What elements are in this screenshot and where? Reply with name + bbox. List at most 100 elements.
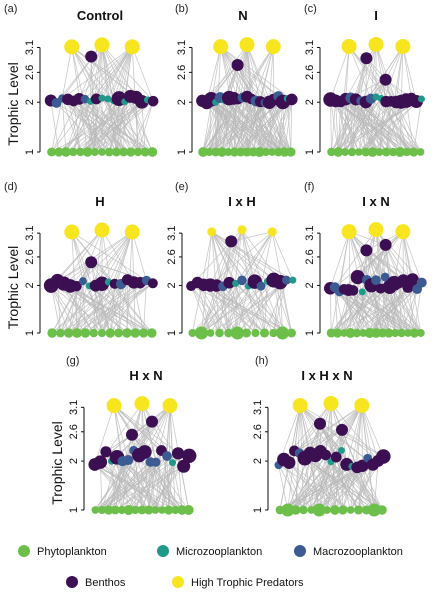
macrozooplankton-node xyxy=(151,457,161,467)
food-web-link xyxy=(228,97,285,153)
benthos-node xyxy=(231,59,244,72)
food-web-link xyxy=(78,98,139,153)
macrozooplankton-node xyxy=(380,272,390,282)
food-web-link xyxy=(345,98,414,153)
food-web-link xyxy=(303,423,321,511)
legend-item-benthos: Benthos xyxy=(66,576,126,589)
phytoplankton-node xyxy=(183,505,194,515)
y-tick-label: 2.6 xyxy=(166,249,178,264)
phytoplankton-node xyxy=(241,328,252,338)
benthos-node xyxy=(347,285,359,296)
phytoplankton-node xyxy=(61,147,71,157)
food-web-link xyxy=(230,241,256,282)
node-layer xyxy=(274,395,391,517)
phytoplankton-node xyxy=(72,328,82,338)
food-web-link xyxy=(206,102,285,153)
benthos-node xyxy=(90,93,102,105)
food-web-link xyxy=(370,98,421,153)
food-web-link xyxy=(341,429,384,457)
food-web-link xyxy=(209,99,212,153)
food-web-link xyxy=(215,101,285,153)
food-web-link xyxy=(407,289,418,334)
food-web-link xyxy=(116,457,189,511)
phytoplankton-node xyxy=(133,147,143,157)
panel-title: N xyxy=(238,8,247,23)
food-web-link xyxy=(346,405,363,465)
food-web-link xyxy=(209,241,232,286)
microzooplankton-node xyxy=(358,288,366,296)
food-web-link xyxy=(330,46,350,100)
food-web-link xyxy=(334,229,377,288)
y-tick-label: 2.6 xyxy=(252,424,264,439)
food-web-link xyxy=(237,64,270,103)
food-web-link xyxy=(90,101,117,153)
food-web-link xyxy=(286,98,292,153)
phytoplankton-node xyxy=(361,147,371,157)
food-web-link xyxy=(220,46,293,100)
y-tick-label: 2 xyxy=(166,282,178,288)
phytoplankton-node xyxy=(76,147,85,157)
predator-node xyxy=(94,222,110,238)
food-web-link xyxy=(101,461,151,511)
phytoplankton-node xyxy=(402,147,412,157)
y-tick-label: 1 xyxy=(252,507,264,513)
edge-layer xyxy=(50,44,154,153)
y-tick-label: 1 xyxy=(304,330,316,336)
food-web-link xyxy=(402,231,404,281)
food-web-link xyxy=(259,101,261,153)
food-web-link xyxy=(294,429,343,452)
y-tick-label: 3.1 xyxy=(24,225,36,240)
food-web-link xyxy=(133,450,136,511)
predator-node xyxy=(64,224,80,240)
food-web-link xyxy=(242,97,285,153)
phytoplankton-node xyxy=(224,328,233,338)
food-web-link xyxy=(166,455,170,511)
food-web-link xyxy=(288,462,328,511)
food-web-link xyxy=(228,229,243,283)
food-web-link xyxy=(264,281,268,334)
food-web-link xyxy=(73,46,133,102)
phytoplankton-node xyxy=(103,505,114,515)
food-web-link xyxy=(340,101,394,153)
food-web-link xyxy=(284,99,293,153)
predator-node xyxy=(64,39,80,55)
food-web-link xyxy=(63,231,133,284)
phytoplankton-node xyxy=(397,328,406,338)
food-web-link xyxy=(242,46,274,98)
benthos-node xyxy=(360,244,373,257)
food-web-link xyxy=(161,462,173,511)
food-web-link xyxy=(50,285,111,334)
food-web-link xyxy=(94,464,183,511)
food-web-link xyxy=(88,231,133,287)
y-tick-label: 2 xyxy=(176,99,188,105)
food-web-link xyxy=(203,284,256,334)
benthos-node xyxy=(147,95,159,107)
food-web-link xyxy=(50,285,86,334)
food-web-link xyxy=(233,98,292,153)
food-web-link xyxy=(90,101,110,153)
food-web-link xyxy=(61,98,117,153)
food-web-link xyxy=(73,100,153,153)
food-web-link xyxy=(365,58,367,103)
phytoplankton-node xyxy=(409,147,419,157)
food-web-link xyxy=(279,282,292,334)
food-web-link xyxy=(339,291,415,334)
phytoplankton-node xyxy=(377,505,387,515)
phytoplankton-node xyxy=(371,328,381,338)
food-web-link xyxy=(329,231,350,289)
food-web-link xyxy=(123,101,126,153)
food-web-link xyxy=(237,285,249,334)
benthos-node xyxy=(146,415,158,428)
phytoplankton-node xyxy=(158,506,166,514)
food-web-link xyxy=(201,285,249,334)
microzooplankton-legend-marker xyxy=(157,545,169,557)
predator-node xyxy=(134,396,150,412)
food-web-link xyxy=(241,229,249,287)
food-web-link xyxy=(273,279,292,334)
food-web-link xyxy=(340,101,346,153)
panel-title: I x H x N xyxy=(301,368,352,383)
food-web-link xyxy=(329,288,332,334)
benthos-node xyxy=(137,445,152,459)
food-web-link xyxy=(288,423,321,463)
panel-title: H xyxy=(95,194,104,209)
